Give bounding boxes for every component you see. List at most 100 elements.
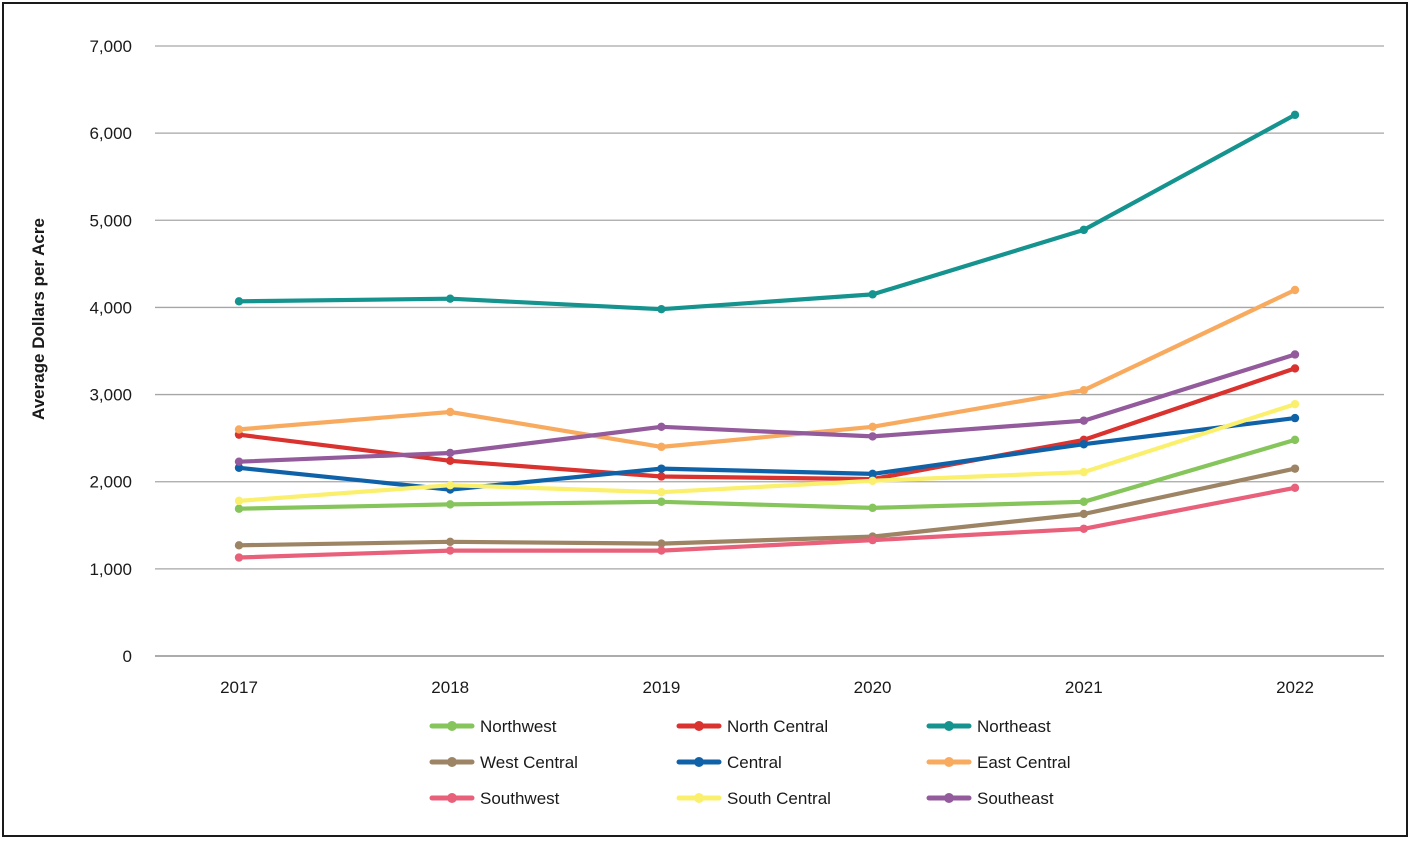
y-tick-label: 5,000: [89, 211, 132, 230]
data-point: [1290, 110, 1300, 120]
series-north-central: [234, 364, 1300, 484]
legend-label: West Central: [480, 753, 578, 772]
legend-marker: [944, 793, 954, 803]
data-point: [446, 448, 455, 458]
legend-item: Southwest: [429, 789, 560, 808]
series-line: [236, 366, 1298, 482]
data-point: [868, 422, 877, 432]
data-point: [1290, 285, 1300, 295]
data-point: [234, 541, 244, 550]
data-point: [446, 537, 455, 547]
legend-marker: [694, 793, 704, 803]
data-point: [234, 297, 244, 306]
y-axis-label: Average Dollars per Acre: [29, 218, 48, 420]
legend: Northwest North Central Northeast West Cent…: [429, 717, 1071, 808]
y-tick-label: 6,000: [89, 124, 132, 143]
data-point: [234, 553, 244, 562]
series-line: [236, 402, 1298, 503]
series-northeast: [234, 110, 1300, 314]
legend-marker: [694, 757, 704, 767]
y-tick-label: 4,000: [89, 298, 132, 317]
data-point: [657, 546, 666, 555]
data-point: [1079, 509, 1089, 519]
x-tick-label: 2017: [220, 678, 258, 697]
data-point: [657, 422, 666, 432]
data-point: [868, 290, 877, 299]
legend-item: Southeast: [926, 789, 1054, 808]
legend-label: Central: [727, 753, 782, 772]
legend-item: Northwest: [429, 717, 557, 736]
data-point: [657, 464, 666, 473]
legend-item: West Central: [429, 753, 578, 772]
data-point: [657, 472, 666, 481]
legend-marker: [944, 757, 954, 767]
series-line: [236, 437, 1298, 511]
x-tick-label: 2018: [431, 678, 469, 697]
data-point: [868, 469, 877, 479]
data-point: [234, 457, 244, 466]
gridlines: [155, 45, 1384, 657]
legend-item: East Central: [926, 753, 1071, 772]
y-tick-label: 1,000: [89, 560, 132, 579]
data-point: [234, 496, 244, 506]
data-point: [1290, 483, 1300, 493]
y-tick-label: 2,000: [89, 473, 132, 492]
data-point: [1079, 440, 1089, 449]
series-line: [236, 466, 1298, 548]
legend-item: South Central: [676, 789, 831, 808]
data-point: [868, 535, 877, 545]
x-tick-label: 2022: [1276, 678, 1314, 697]
data-point: [446, 456, 455, 465]
legend-item: Central: [676, 753, 782, 772]
y-tick-label: 7,000: [89, 37, 132, 56]
data-point: [1290, 350, 1300, 359]
series-line: [236, 352, 1298, 464]
series-line: [236, 287, 1298, 449]
data-point: [1079, 386, 1089, 395]
data-point: [1079, 524, 1089, 533]
data-point: [657, 497, 666, 506]
x-tick-label: 2021: [1065, 678, 1103, 697]
data-point: [1290, 413, 1300, 423]
data-point: [657, 539, 666, 548]
data-point: [657, 487, 666, 497]
data-point: [1290, 435, 1300, 445]
data-point: [234, 504, 244, 513]
data-point: [234, 463, 244, 472]
x-tick-label: 2020: [854, 678, 892, 697]
data-point: [868, 476, 877, 486]
legend-marker: [447, 793, 457, 803]
data-point: [234, 425, 244, 434]
legend-item: North Central: [676, 717, 828, 736]
series-northwest: [234, 435, 1300, 513]
series-south-central: [234, 399, 1300, 506]
data-point: [868, 432, 877, 441]
data-point: [446, 407, 455, 417]
legend-marker: [694, 721, 704, 731]
data-point: [446, 481, 455, 490]
legend-marker: [447, 721, 457, 731]
legend-marker: [944, 721, 954, 731]
legend-label: South Central: [727, 789, 831, 808]
line-chart: 0 1,000 2,000 3,000 4,000 5,000 6,000 7,000 201…: [29, 37, 1384, 808]
data-point: [1079, 225, 1089, 235]
series-lines: [234, 110, 1300, 562]
data-point: [1079, 416, 1089, 425]
y-axis-ticks: 0 1,000 2,000 3,000 4,000 5,000 6,000 7,000: [89, 37, 132, 666]
data-point: [657, 442, 666, 452]
legend-label: Northwest: [480, 717, 557, 736]
data-point: [1079, 497, 1089, 506]
legend-item: Northeast: [926, 717, 1051, 736]
series-southwest: [234, 483, 1300, 562]
y-tick-label: 0: [123, 647, 132, 666]
y-tick-label: 3,000: [89, 386, 132, 405]
data-point: [446, 546, 455, 555]
data-point: [446, 294, 455, 303]
data-point: [1079, 467, 1089, 477]
legend-label: Southwest: [480, 789, 560, 808]
data-point: [446, 500, 455, 509]
legend-label: East Central: [977, 753, 1071, 772]
legend-label: Northeast: [977, 717, 1051, 736]
x-tick-label: 2019: [642, 678, 680, 697]
